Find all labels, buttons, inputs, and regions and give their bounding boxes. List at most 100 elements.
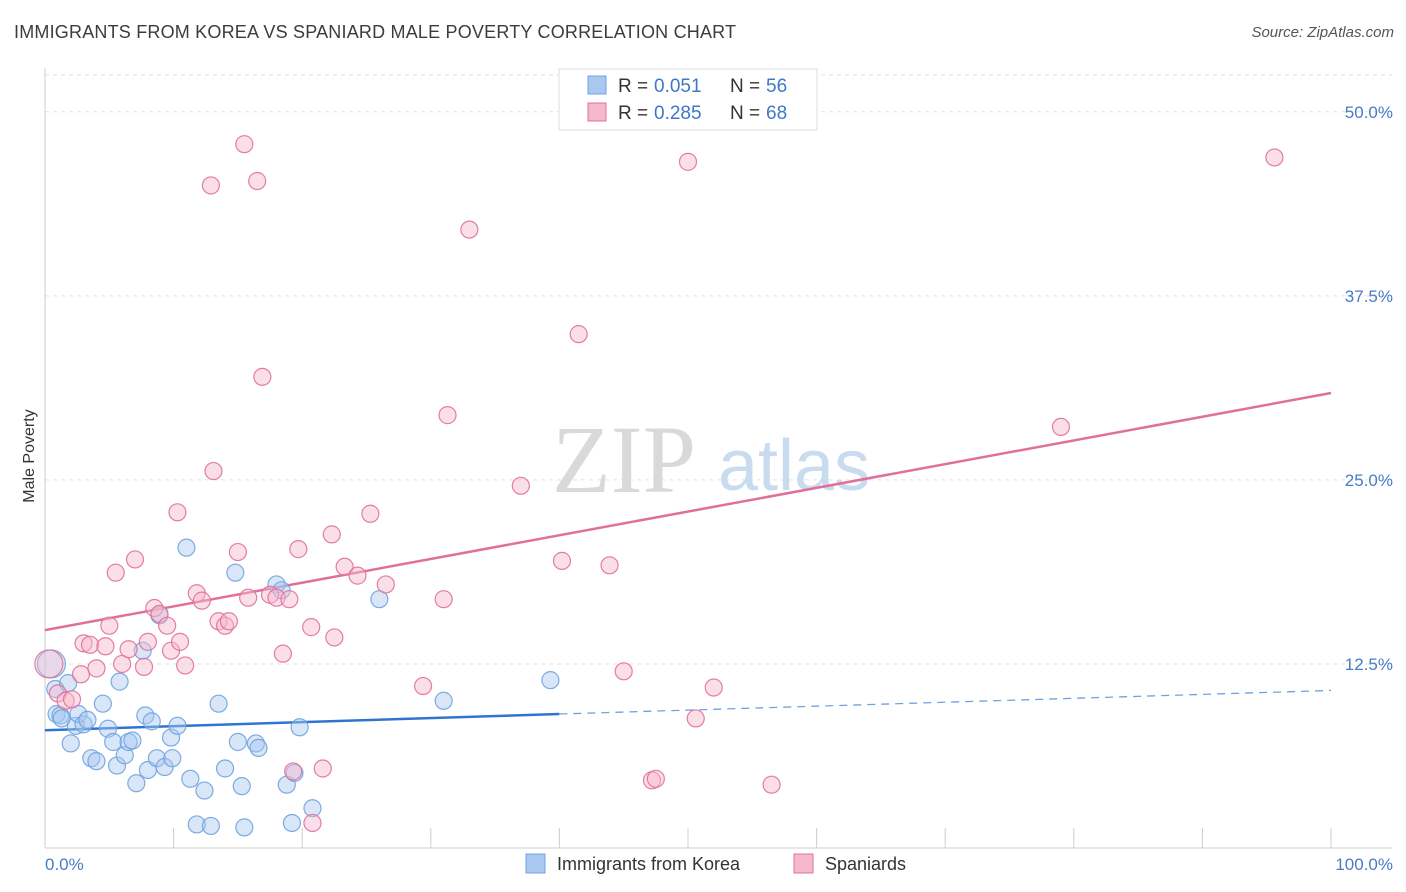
korea-point [195,781,214,800]
korea-point [93,694,112,713]
legend-label-spaniards: Spaniards [825,854,906,874]
spaniard-point [460,220,479,239]
spaniard-point [413,676,433,696]
spaniard-point [235,135,254,154]
spaniard-point [80,635,100,654]
chart-title: IMMIGRANTS FROM KOREA VS SPANIARD MALE P… [14,22,737,42]
legend-n-label: N = [730,103,760,124]
spaniard-point [600,556,619,575]
spaniard-point [170,632,190,651]
korea-point [235,818,254,837]
spaniard-point [325,628,344,647]
spaniard-point [192,591,211,610]
korea-point [209,694,228,713]
spaniard-point [646,769,665,788]
y-axis-label: Male Poverty [21,409,38,502]
korea-point [187,815,206,834]
y-tick-label: 50.0% [1345,103,1393,122]
spaniard-point [289,540,308,559]
korea-point [78,710,97,730]
spaniard-point [686,709,705,728]
spaniard-point [219,612,238,631]
spaniard-point [322,525,341,544]
legend-r-value: 0.051 [654,76,702,97]
spaniard-point [678,152,698,171]
spaniard-point [158,616,177,635]
y-tick-label: 12.5% [1345,655,1393,674]
korea-point [226,563,245,582]
korea-point [177,538,196,557]
y-tick-label: 25.0% [1345,471,1393,490]
spaniard-point [34,649,64,679]
y-tick-label: 37.5% [1345,287,1393,306]
legend-n-label: N = [730,76,760,97]
korea-trend-line-dashed [559,689,1332,715]
korea-point [123,731,142,750]
tick-labels: 12.5% 25.0% 37.5% 50.0% 0.0% 100.0% [45,103,1393,874]
korea-point [82,749,101,768]
korea-point [66,716,85,735]
x-tick-label: 100.0% [1335,855,1393,874]
watermark: ZIP atlas [552,406,870,513]
spaniard-point [125,550,145,569]
spaniard-point [62,690,82,709]
spaniard-point [1051,417,1071,436]
spaniard-point [204,461,223,481]
korea-point [228,732,247,752]
legend-n-value: 68 [766,103,787,124]
legend-swatch-spaniards [793,853,814,874]
spaniard-point [280,590,299,609]
korea-point [290,718,309,737]
spaniard-point [361,504,380,523]
spaniard-point [614,662,633,681]
korea-point [61,734,80,753]
korea-trend-line [44,712,560,732]
spaniard-point [438,406,457,425]
spaniard-point [335,557,354,576]
spaniard-point [138,632,157,651]
korea-point [161,728,181,747]
korea-point [541,671,560,690]
spaniard-point [1265,148,1284,167]
spaniard-point [56,691,75,710]
legend-r-value: 0.285 [654,103,702,124]
spaniard-point [176,656,195,675]
spaniard-point [376,575,395,594]
korea-point [168,716,187,735]
korea-point [267,575,286,594]
korea-point [133,641,152,660]
spaniard-trend-line [44,391,1332,632]
correlation-legend: R = 0.051 N = 56 R = 0.285 N = 68 [558,68,818,131]
spaniard-point [273,644,293,663]
spaniard-point [201,176,220,195]
spaniard-point [87,659,106,678]
spaniard-point [511,476,530,495]
spaniard-point [134,657,154,676]
spaniard-point [106,563,125,582]
spaniard-point [100,616,119,635]
data-points [34,135,1284,837]
legend-label-korea: Immigrants from Korea [557,854,741,874]
korea-point [104,732,123,752]
korea-point [232,777,251,796]
spaniard-point [248,171,267,191]
korea-point [181,769,200,788]
spaniard-point [313,759,332,778]
korea-point [127,774,146,793]
spaniard-point [302,618,321,637]
x-tick-label: 0.0% [45,855,84,874]
spaniard-point [253,367,272,386]
korea-point [52,709,71,728]
legend-r-label: R = [618,103,648,124]
spaniard-point [434,590,453,609]
spaniard-point [74,634,93,653]
spaniard-point [762,775,781,794]
legend-n-value: 56 [766,76,787,97]
watermark-atlas: atlas [718,426,870,506]
korea-point [110,672,129,691]
korea-point [201,816,220,836]
korea-point [303,799,322,818]
korea-point [163,749,182,768]
spaniard-point [145,598,164,618]
